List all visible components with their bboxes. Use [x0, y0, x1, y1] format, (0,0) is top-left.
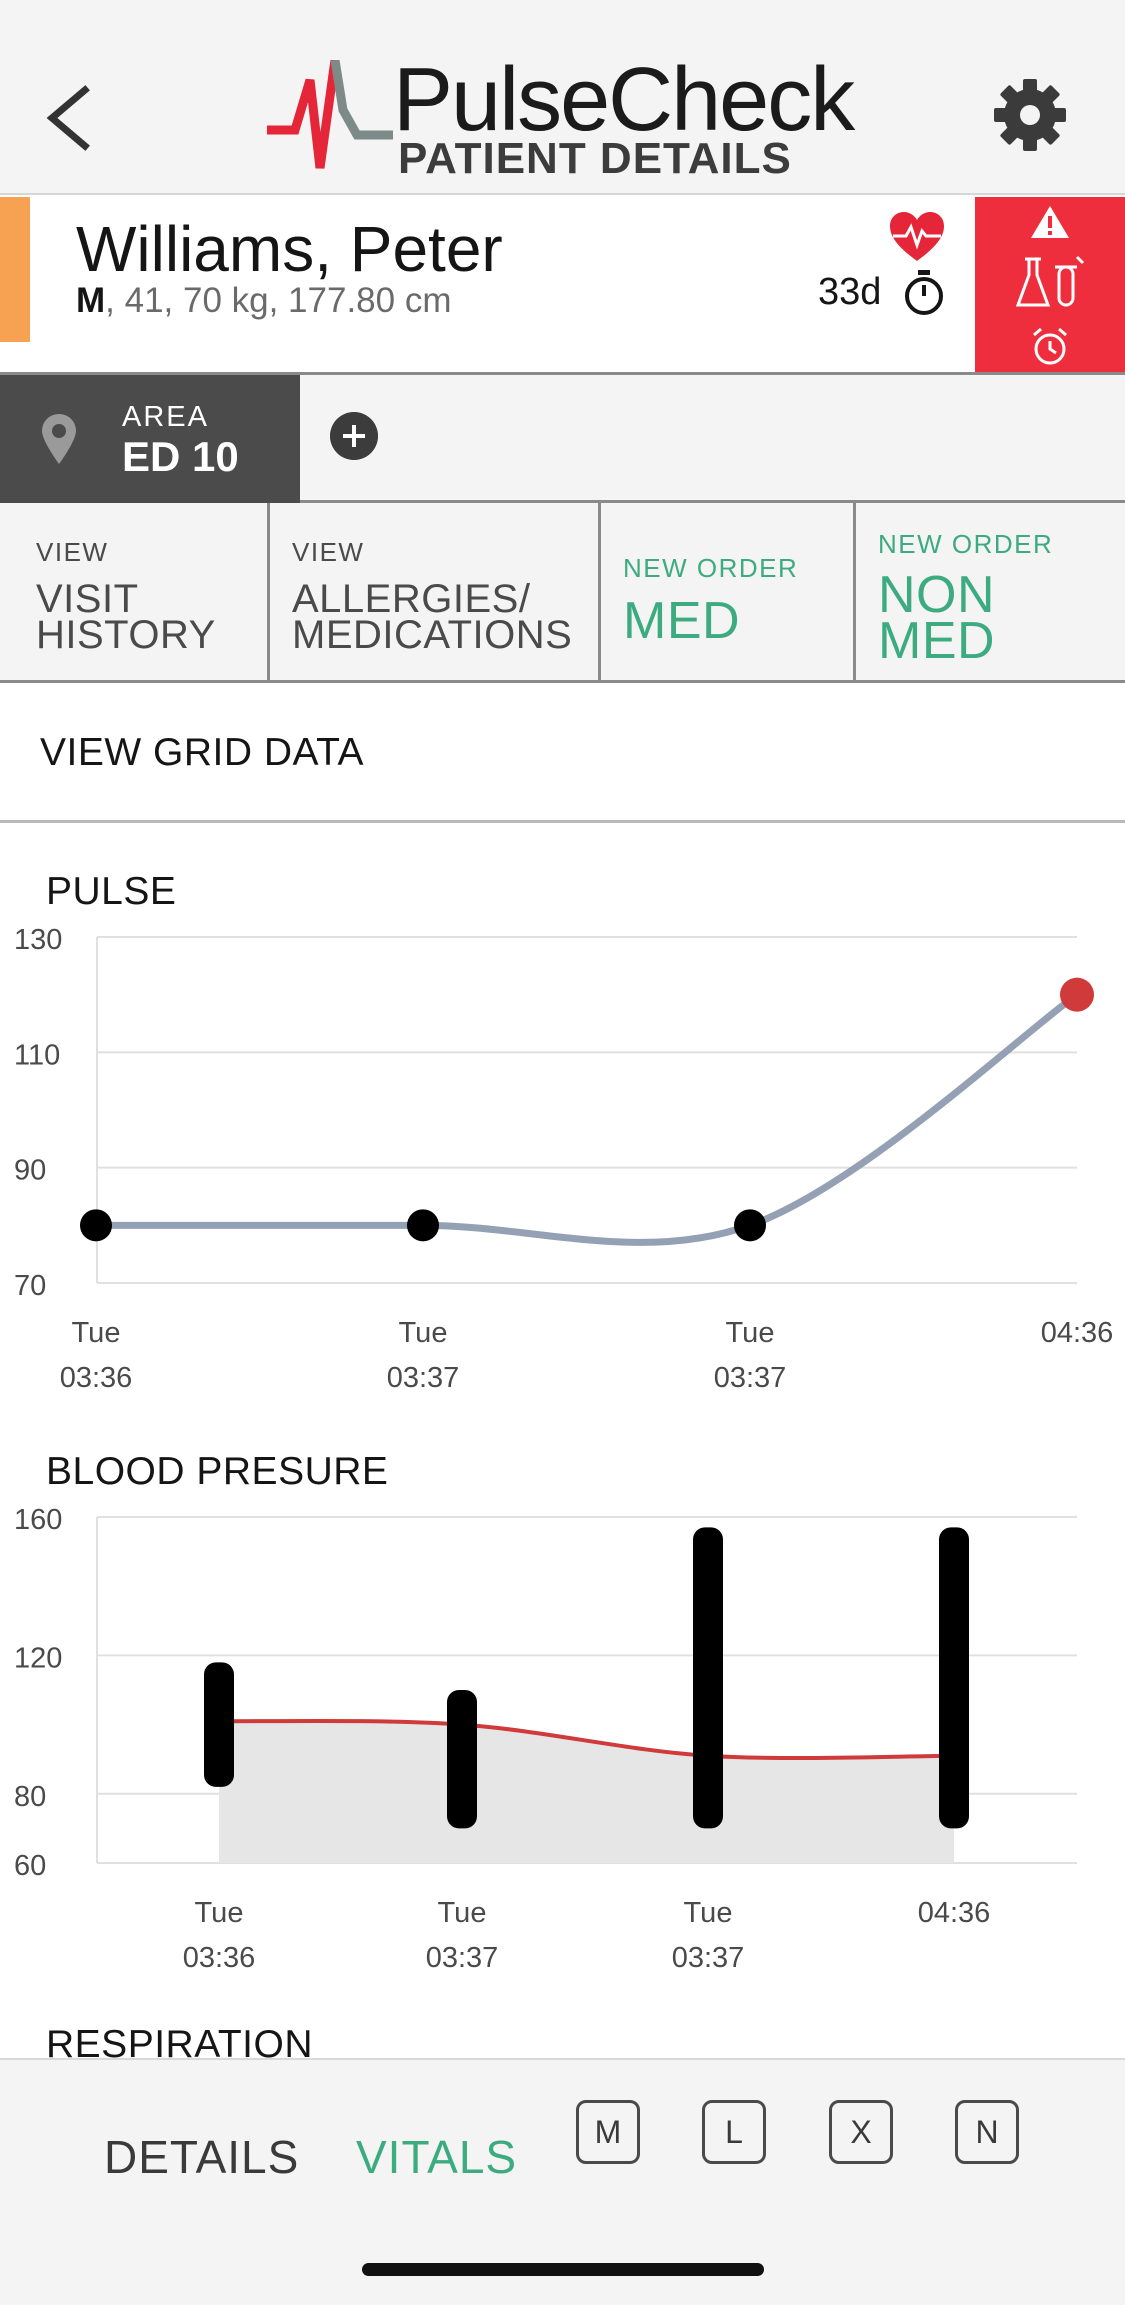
- app-title: PulseCheck: [393, 50, 855, 150]
- area-label: AREA: [122, 401, 209, 433]
- key-n-button[interactable]: N: [955, 2100, 1019, 2164]
- y-tick-label: 160: [14, 1504, 62, 1536]
- pulse-point: [734, 1209, 766, 1242]
- x-tick-label: Tue: [726, 1317, 775, 1349]
- location-pin-icon: [42, 414, 76, 464]
- pulse-logo-icon: [267, 60, 393, 169]
- x-tick-label: Tue: [399, 1317, 448, 1349]
- patient-sex: M: [76, 281, 106, 320]
- pulse-series-line: [95, 991, 1080, 1246]
- y-tick-label: 90: [14, 1155, 46, 1187]
- area-value: ED 10: [122, 433, 239, 480]
- key-x-button[interactable]: X: [829, 2100, 893, 2164]
- warning-icon: [1031, 206, 1069, 238]
- bp-range-bar: [939, 1527, 969, 1829]
- new-order-med-button[interactable]: NEW ORDER MED: [601, 503, 856, 680]
- tile-label: NEW ORDER: [623, 553, 799, 583]
- y-tick-label: 70: [14, 1270, 46, 1302]
- y-tick-label: 130: [14, 924, 62, 956]
- new-order-non-med-button[interactable]: NEW ORDER NON MED: [856, 503, 1125, 680]
- blood-pressure-chart-title: BLOOD PRESURE: [46, 1450, 389, 1493]
- x-tick-label: Tue: [438, 1897, 487, 1929]
- tile-label: VIEW: [292, 537, 365, 567]
- area-selector[interactable]: AREA ED 10: [0, 375, 300, 503]
- pulse-chart: 70 90 110 130 Tue 03:36 Tue 03:37 Tue 03:37 04:36: [14, 924, 1114, 1394]
- app-header: PulseCheck PATIENT DETAILS: [0, 0, 1125, 195]
- pulse-point: [407, 1209, 439, 1242]
- patient-details: , 41, 70 kg, 177.80 cm: [105, 281, 452, 320]
- y-tick-label: 110: [14, 1039, 60, 1071]
- y-tick-label: 80: [14, 1781, 46, 1813]
- tile-title-line: MEDICATIONS: [292, 613, 573, 657]
- view-allergies-medications-button[interactable]: VIEW ALLERGIES/ MEDICATIONS: [270, 503, 601, 680]
- tile-label: VIEW: [36, 537, 109, 567]
- app-logo: PulseCheck PATIENT DETAILS: [265, 50, 865, 185]
- patient-name: Williams, Peter: [76, 213, 503, 285]
- x-tick-label: Tue: [684, 1897, 733, 1929]
- bp-range-bar: [204, 1662, 234, 1787]
- x-tick-label: 04:36: [1041, 1317, 1114, 1349]
- x-tick-label: 03:37: [714, 1362, 787, 1394]
- x-tick-label: Tue: [195, 1897, 244, 1929]
- bp-range-bar: [693, 1527, 723, 1829]
- bp-mean-area: [219, 1720, 954, 1863]
- view-grid-data-button[interactable]: VIEW GRID DATA: [0, 683, 1125, 823]
- area-row: AREA ED 10: [0, 375, 1125, 503]
- tile-title-line: VISIT: [36, 577, 139, 621]
- length-of-stay: 33d: [818, 271, 882, 313]
- x-tick-label: 03:37: [426, 1942, 499, 1974]
- gear-icon[interactable]: [990, 75, 1070, 155]
- tab-details[interactable]: DETAILS: [104, 2131, 300, 2183]
- alarm-clock-icon: [1033, 327, 1067, 365]
- x-tick-label: 03:37: [387, 1362, 460, 1394]
- tile-label: NEW ORDER: [878, 529, 1054, 559]
- heart-pulse-icon: [890, 212, 944, 261]
- blood-pressure-chart: 60 80 120 160 Tue 03:36 Tue 03:37 Tue 03:37 04:36: [14, 1504, 1077, 1974]
- pulse-point: [80, 1209, 112, 1242]
- x-tick-label: 03:36: [60, 1362, 133, 1394]
- key-m-button[interactable]: M: [576, 2100, 640, 2164]
- tab-vitals[interactable]: VITALS: [356, 2131, 518, 2183]
- patient-demographics: M, 41, 70 kg, 177.80 cm: [76, 279, 451, 323]
- view-grid-data-label: VIEW GRID DATA: [40, 731, 365, 774]
- tile-title-line: MED: [878, 612, 996, 670]
- x-tick-label: 03:37: [672, 1942, 745, 1974]
- view-visit-history-button[interactable]: VIEW VISIT HISTORY: [0, 503, 270, 680]
- tile-title-line: MED: [623, 592, 741, 650]
- x-tick-label: 03:36: [183, 1942, 256, 1974]
- back-chevron-icon[interactable]: [40, 78, 100, 158]
- action-tiles: VIEW VISIT HISTORY VIEW ALLERGIES/ MEDIC…: [0, 503, 1125, 683]
- y-tick-label: 120: [14, 1642, 62, 1674]
- bp-range-bar: [447, 1690, 477, 1829]
- pulse-alert-point: [1060, 977, 1094, 1012]
- tile-title-line: HISTORY: [36, 613, 216, 657]
- pulse-chart-title: PULSE: [46, 870, 177, 913]
- stopwatch-icon: [905, 270, 943, 315]
- acuity-indicator: [0, 197, 30, 342]
- x-tick-label: Tue: [72, 1317, 121, 1349]
- patient-banner[interactable]: Williams, Peter M, 41, 70 kg, 177.80 cm …: [0, 197, 1125, 375]
- tile-title-line: NON: [878, 566, 996, 624]
- alerts-panel[interactable]: [975, 197, 1125, 372]
- page-subtitle: PATIENT DETAILS: [398, 134, 792, 183]
- home-indicator: [362, 2263, 764, 2276]
- bp-mean-line: [218, 1718, 955, 1761]
- key-l-button[interactable]: L: [702, 2100, 766, 2164]
- x-tick-label: 04:36: [918, 1897, 991, 1929]
- tile-title-line: ALLERGIES/: [292, 577, 531, 621]
- flask-icon: [1015, 255, 1085, 307]
- add-area-plus-icon[interactable]: [330, 412, 378, 460]
- y-tick-label: 60: [14, 1850, 46, 1882]
